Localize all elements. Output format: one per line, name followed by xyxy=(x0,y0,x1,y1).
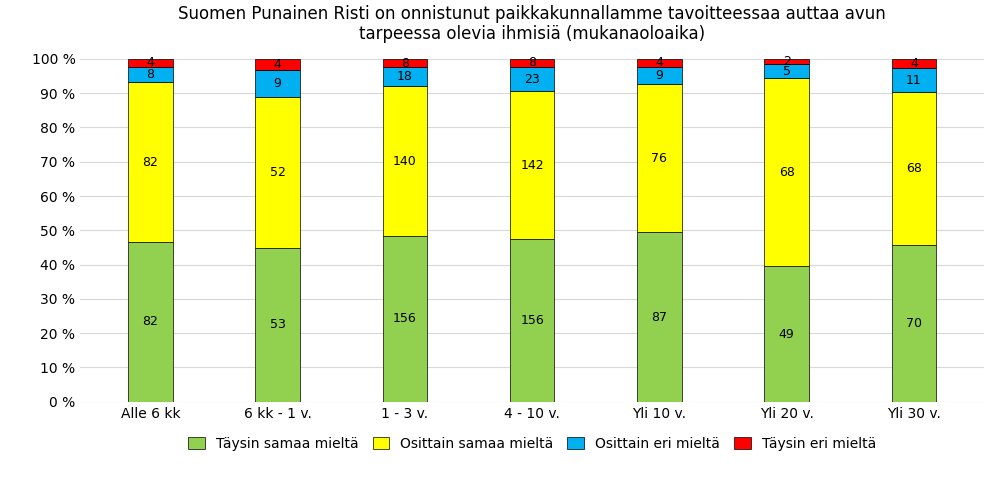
Text: 4: 4 xyxy=(655,56,663,69)
Bar xyxy=(763,78,808,266)
Text: 87: 87 xyxy=(651,311,667,323)
Text: 49: 49 xyxy=(778,327,793,341)
Text: 156: 156 xyxy=(520,314,544,327)
Text: 76: 76 xyxy=(651,152,667,165)
Text: 52: 52 xyxy=(270,166,285,179)
Bar xyxy=(382,87,426,236)
Text: 4: 4 xyxy=(146,56,154,69)
Title: Suomen Punainen Risti on onnistunut paikkakunnallamme tavoitteessaa auttaa avun
: Suomen Punainen Risti on onnistunut paik… xyxy=(179,4,885,43)
Bar xyxy=(255,71,300,97)
Text: 142: 142 xyxy=(520,159,544,171)
Bar xyxy=(763,59,808,64)
Text: 9: 9 xyxy=(274,77,281,90)
Bar xyxy=(637,232,681,402)
Bar xyxy=(637,59,681,67)
Bar xyxy=(128,67,173,82)
Bar xyxy=(255,248,300,402)
Legend: Täysin samaa mieltä, Osittain samaa mieltä, Osittain eri mieltä, Täysin eri miel: Täysin samaa mieltä, Osittain samaa miel… xyxy=(183,432,881,457)
Text: 156: 156 xyxy=(392,312,416,325)
Bar xyxy=(128,82,173,242)
Bar xyxy=(128,59,173,67)
Text: 8: 8 xyxy=(146,68,154,81)
Text: 18: 18 xyxy=(396,71,412,83)
Bar xyxy=(382,59,426,67)
Text: 53: 53 xyxy=(270,318,285,331)
Bar xyxy=(891,68,935,93)
Bar xyxy=(255,97,300,248)
Bar xyxy=(510,59,554,67)
Text: 4: 4 xyxy=(909,57,917,70)
Text: 8: 8 xyxy=(528,56,536,70)
Bar xyxy=(128,242,173,402)
Text: 68: 68 xyxy=(778,166,793,179)
Bar xyxy=(637,67,681,84)
Text: 68: 68 xyxy=(905,162,921,175)
Bar xyxy=(510,239,554,402)
Text: 11: 11 xyxy=(905,74,921,87)
Bar xyxy=(763,64,808,78)
Bar xyxy=(510,67,554,91)
Text: 5: 5 xyxy=(782,65,790,78)
Bar xyxy=(891,245,935,402)
Bar xyxy=(763,266,808,402)
Text: 82: 82 xyxy=(142,316,158,328)
Bar xyxy=(891,59,935,68)
Text: 4: 4 xyxy=(274,58,281,71)
Bar xyxy=(382,236,426,402)
Bar xyxy=(891,93,935,245)
Bar xyxy=(255,59,300,71)
Bar xyxy=(510,91,554,239)
Bar xyxy=(637,84,681,232)
Text: 23: 23 xyxy=(524,73,540,86)
Text: 8: 8 xyxy=(400,56,408,70)
Text: 9: 9 xyxy=(655,69,663,82)
Text: 70: 70 xyxy=(905,317,921,330)
Bar xyxy=(382,67,426,87)
Text: 140: 140 xyxy=(392,154,416,168)
Text: 82: 82 xyxy=(142,156,158,169)
Text: 2: 2 xyxy=(782,55,789,68)
